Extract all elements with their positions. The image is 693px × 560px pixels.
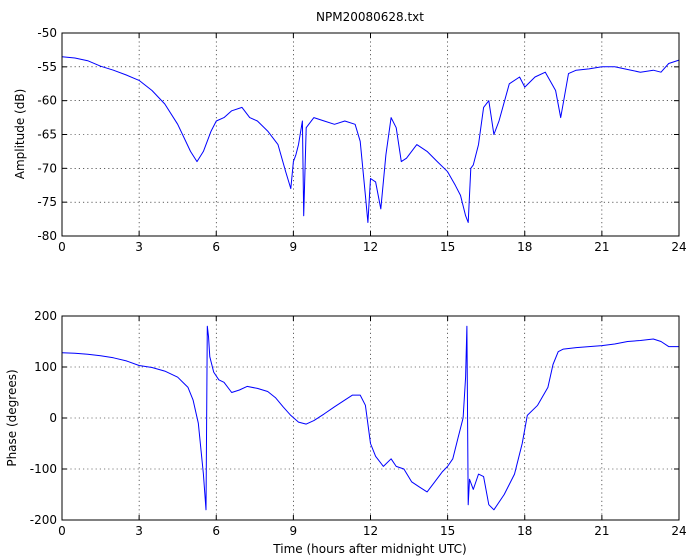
amplitude-y-axis-label: Amplitude (dB)	[13, 89, 27, 180]
amplitude-x-tick-label: 18	[517, 240, 532, 254]
phase-x-tick-label: 6	[212, 524, 220, 538]
amplitude-y-tick-label: -75	[37, 195, 57, 209]
phase-x-tick-label: 9	[290, 524, 298, 538]
amplitude-y-tick-label: -50	[37, 26, 57, 40]
phase-x-axis-label: Time (hours after midnight UTC)	[272, 542, 466, 556]
amplitude-plot-title: NPM20080628.txt	[316, 10, 424, 24]
amplitude-y-tick-label: -60	[37, 94, 57, 108]
amplitude-y-tick-label: -65	[37, 128, 57, 142]
amplitude-x-tick-label: 21	[594, 240, 609, 254]
phase-x-tick-label: 15	[440, 524, 455, 538]
amplitude-x-tick-label: 9	[290, 240, 298, 254]
amplitude-x-tick-label: 24	[671, 240, 686, 254]
phase-x-tick-label: 3	[135, 524, 143, 538]
phase-y-axis-label: Phase (degrees)	[5, 369, 19, 466]
phase-y-tick-label: 0	[49, 411, 57, 425]
amplitude-y-tick-label: -70	[37, 161, 57, 175]
amplitude-x-tick-label: 6	[212, 240, 220, 254]
amplitude-y-tick-label: -55	[37, 60, 57, 74]
phase-y-tick-label: -100	[30, 462, 57, 476]
amplitude-x-tick-label: 12	[363, 240, 378, 254]
phase-axes-frame	[61, 315, 680, 521]
phase-y-tick-label: 100	[34, 360, 57, 374]
amplitude-x-tick-label: 3	[135, 240, 143, 254]
phase-plot: Phase (degrees) Time (hours after midnig…	[5, 309, 687, 556]
phase-x-tick-label: 21	[594, 524, 609, 538]
amplitude-x-tick-label: 0	[58, 240, 66, 254]
amplitude-y-tick-label: -80	[37, 229, 57, 243]
amplitude-x-tick-label: 15	[440, 240, 455, 254]
amplitude-axes-frame	[61, 32, 680, 237]
phase-x-tick-label: 12	[363, 524, 378, 538]
phase-x-tick-label: 0	[58, 524, 66, 538]
phase-x-tick-label: 18	[517, 524, 532, 538]
phase-y-tick-label: -200	[30, 513, 57, 527]
amplitude-series-line	[61, 56, 680, 223]
phase-y-tick-label: 200	[34, 309, 57, 323]
amplitude-plot: NPM20080628.txt Amplitude (dB) 0 3 6 9 12 15 1…	[13, 10, 687, 254]
phase-series-line	[61, 325, 679, 511]
phase-x-tick-label: 24	[671, 524, 686, 538]
